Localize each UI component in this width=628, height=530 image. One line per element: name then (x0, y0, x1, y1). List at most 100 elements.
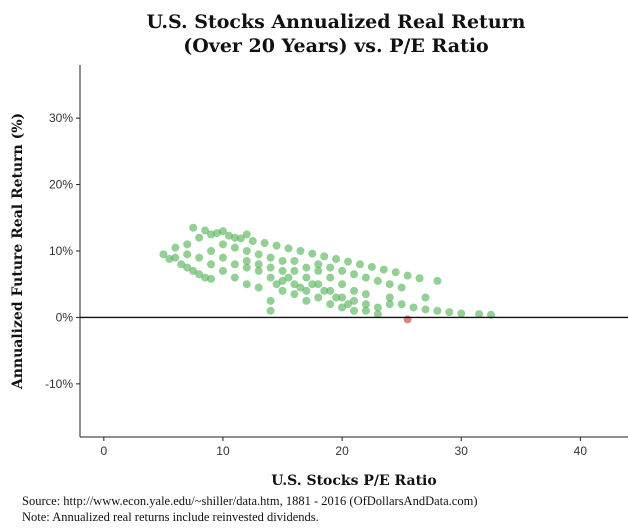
data-point (373, 303, 382, 312)
data-point (344, 300, 353, 309)
y-tick-label: 0% (56, 310, 74, 324)
data-point (171, 253, 180, 262)
data-point (379, 265, 388, 274)
data-point (361, 300, 370, 309)
data-point (290, 280, 299, 289)
data-point (218, 240, 227, 249)
chart-title-line2: (Over 20 Years) vs. P/E Ratio (183, 35, 488, 57)
data-point (320, 286, 329, 295)
data-point (272, 241, 281, 250)
data-point (433, 276, 442, 285)
data-point (320, 252, 329, 261)
data-point (284, 273, 293, 282)
data-point (201, 226, 210, 235)
data-point (326, 286, 335, 295)
data-point (296, 247, 305, 255)
data-point (159, 250, 168, 259)
x-tick-label: 30 (455, 444, 469, 458)
data-point (403, 315, 412, 324)
data-point (278, 286, 287, 295)
data-point (302, 286, 311, 295)
data-point (355, 260, 364, 269)
data-point (278, 266, 287, 275)
data-point (195, 253, 204, 262)
data-point (314, 260, 323, 269)
y-tick-label: 30% (49, 111, 73, 125)
x-tick-label: 40 (574, 444, 588, 458)
data-point (314, 293, 323, 302)
data-point (254, 266, 263, 275)
data-point (338, 293, 347, 302)
data-point (230, 243, 239, 252)
data-point (332, 293, 341, 302)
data-point (361, 273, 370, 282)
data-point (445, 308, 454, 317)
data-point (314, 266, 323, 275)
data-point (177, 260, 186, 269)
data-point (350, 286, 358, 295)
data-point (278, 276, 287, 285)
data-point (290, 290, 299, 299)
data-point (302, 296, 311, 305)
data-point (254, 283, 263, 292)
data-point (230, 233, 239, 242)
data-point (290, 256, 299, 265)
data-point (397, 300, 406, 309)
data-point (242, 280, 251, 289)
data-point (266, 273, 275, 282)
data-point (254, 260, 263, 269)
data-point (218, 253, 227, 262)
data-point (302, 263, 311, 272)
data-point (266, 253, 275, 262)
data-point (433, 306, 442, 315)
data-point (230, 273, 239, 282)
data-point (189, 266, 198, 275)
data-point (326, 263, 335, 272)
x-axis-label: U.S. Stocks P/E Ratio (271, 473, 436, 489)
data-point (218, 266, 227, 275)
data-point (409, 303, 418, 312)
data-point (373, 276, 382, 285)
data-point (421, 305, 430, 314)
data-point (326, 300, 335, 309)
data-point (302, 273, 311, 282)
data-point (201, 273, 210, 282)
data-point (290, 266, 299, 275)
data-point (207, 260, 216, 269)
data-point (230, 260, 239, 269)
data-point (207, 247, 216, 255)
data-point (296, 283, 305, 292)
data-point (361, 290, 370, 299)
data-point (391, 268, 400, 277)
x-tick-label: 10 (216, 444, 230, 458)
data-point (421, 293, 430, 302)
data-point (284, 244, 293, 253)
source-note: Source: http://www.econ.yale.edu/~shille… (22, 494, 478, 508)
data-point (183, 263, 192, 272)
data-point (242, 256, 251, 265)
data-point (183, 250, 192, 259)
data-point (338, 303, 347, 312)
data-point (314, 280, 323, 289)
data-point (218, 227, 227, 236)
x-tick-label: 20 (335, 444, 349, 458)
data-point (195, 270, 204, 279)
data-point (308, 280, 317, 289)
data-point (266, 306, 275, 315)
dividends-note: Note: Annualized real returns include re… (22, 510, 319, 524)
data-point (248, 237, 257, 246)
data-point (308, 249, 317, 258)
chart-title-line1: U.S. Stocks Annualized Real Return (147, 11, 526, 33)
data-point (326, 273, 335, 282)
data-point (403, 271, 412, 280)
y-tick-label: 10% (49, 244, 73, 258)
data-point (242, 263, 251, 272)
data-point (207, 274, 216, 283)
y-tick-label: -10% (45, 377, 73, 391)
data-point (385, 293, 394, 302)
data-point (236, 234, 245, 243)
data-point (338, 266, 347, 275)
data-point (171, 243, 180, 252)
data-point (207, 230, 216, 239)
